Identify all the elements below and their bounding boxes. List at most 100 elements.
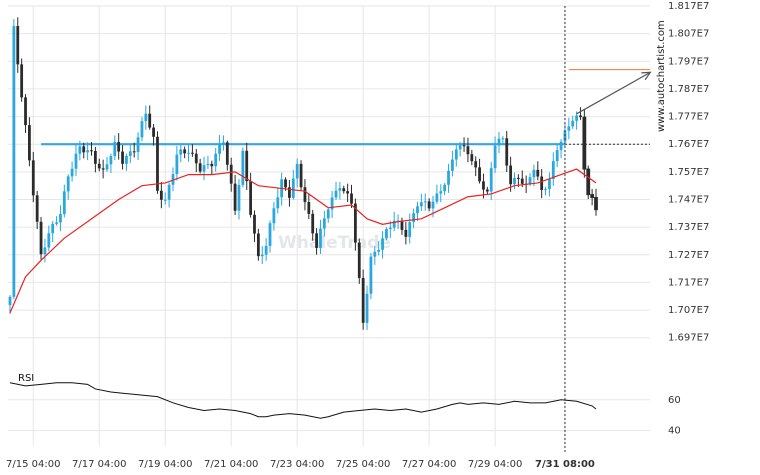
- candle-body: [439, 191, 443, 194]
- candle-body: [70, 168, 74, 177]
- candle-body: [381, 238, 384, 250]
- candle-body: [497, 138, 501, 146]
- candle-body: [419, 202, 423, 207]
- arrow-shaft: [576, 71, 651, 115]
- candle-body: [105, 164, 109, 170]
- candle-body: [443, 184, 447, 192]
- x-tick-label: 7/21 04:00: [204, 459, 258, 470]
- candle-body: [594, 196, 598, 211]
- candle-body: [485, 189, 489, 192]
- candle-body: [532, 169, 536, 178]
- grid-lines: [8, 5, 650, 446]
- x-tick-label: 7/17 04:00: [72, 459, 126, 470]
- candle-body: [51, 223, 55, 234]
- candle-body: [39, 221, 43, 255]
- candle-body: [311, 213, 315, 234]
- candle-body: [513, 177, 516, 185]
- candle-body: [218, 143, 221, 154]
- candle-body: [416, 206, 419, 214]
- candle-body: [431, 201, 435, 209]
- y-tick-label: 1.807E7: [668, 29, 709, 40]
- candle-body: [412, 213, 415, 223]
- candle-body: [559, 141, 563, 151]
- candle-body: [454, 149, 458, 160]
- candle-body: [338, 188, 342, 191]
- candle-body: [202, 165, 206, 172]
- candle-body: [319, 228, 322, 248]
- candle-body: [365, 293, 369, 323]
- candle-body: [369, 256, 373, 294]
- candle-body: [404, 229, 408, 237]
- candle-body: [183, 149, 187, 154]
- candle-body: [563, 130, 567, 142]
- candle-body: [125, 155, 128, 164]
- x-tick-label: 7/25 04:00: [336, 459, 390, 470]
- y-tick-label: 1.797E7: [668, 56, 709, 67]
- candle-body: [571, 120, 575, 127]
- candle-body: [315, 233, 318, 248]
- candle-body: [555, 150, 559, 162]
- candle-body: [140, 121, 144, 138]
- candle-body: [148, 113, 152, 128]
- candle-body: [31, 160, 35, 196]
- y-tick-label: 1.757E7: [668, 167, 709, 178]
- x-tick-label: 7/23 04:00: [270, 459, 324, 470]
- rsi-tick-label: 60: [668, 395, 681, 406]
- candle-body: [222, 142, 225, 144]
- candle-body: [400, 220, 404, 230]
- candle-body: [74, 153, 78, 169]
- candle-body: [136, 137, 140, 152]
- candle-body: [241, 150, 245, 185]
- candle-body: [544, 189, 547, 191]
- candle-body: [179, 149, 183, 155]
- candle-body: [299, 163, 303, 188]
- candle-body: [93, 151, 97, 164]
- candle-body: [159, 190, 163, 200]
- candle-body: [423, 201, 427, 203]
- candle-body: [322, 218, 326, 229]
- candle-body: [12, 26, 16, 297]
- price-axis: 1.817E7 1.807E7 1.797E7 1.787E7 1.777E7 1.767…: [668, 1, 709, 344]
- rsi-axis: 60 40: [668, 395, 681, 437]
- candle-body: [194, 153, 198, 164]
- candle-body: [575, 115, 578, 121]
- candle-body: [128, 151, 132, 156]
- y-tick-label: 1.767E7: [668, 139, 709, 150]
- candle-body: [520, 178, 524, 184]
- candle-body: [284, 179, 287, 188]
- rsi-line: [9, 382, 597, 419]
- candlestick-series: [8, 17, 598, 331]
- candle-body: [373, 251, 377, 257]
- y-tick-label: 1.717E7: [668, 277, 709, 288]
- candle-body: [256, 233, 260, 257]
- candle-body: [272, 208, 276, 224]
- candle-body: [198, 163, 202, 172]
- candle-body: [167, 184, 171, 200]
- arrow-head: [641, 71, 652, 81]
- candle-body: [86, 150, 90, 153]
- watermark-logo: WhaleTrade: [278, 233, 391, 253]
- candle-body: [132, 151, 136, 153]
- x-tick-label: 7/15 04:00: [6, 459, 60, 470]
- candle-body: [334, 190, 338, 198]
- candle-body: [528, 177, 532, 185]
- candle-body: [346, 191, 350, 194]
- candle-body: [288, 187, 291, 198]
- candle-body: [567, 126, 571, 131]
- candle-body: [505, 138, 509, 166]
- candle-body: [509, 165, 513, 185]
- candle-body: [214, 153, 218, 167]
- candle-body: [101, 168, 105, 170]
- candle-body: [478, 167, 481, 182]
- candle-body: [342, 188, 346, 192]
- candle-body: [264, 245, 268, 255]
- candle-body: [144, 113, 148, 122]
- y-tick-label: 1.777E7: [668, 112, 709, 123]
- candle-body: [408, 222, 412, 237]
- candle-body: [291, 178, 295, 198]
- candle-body: [191, 152, 194, 154]
- candle-body: [516, 177, 520, 179]
- candle-body: [377, 249, 381, 252]
- candle-body: [35, 195, 39, 222]
